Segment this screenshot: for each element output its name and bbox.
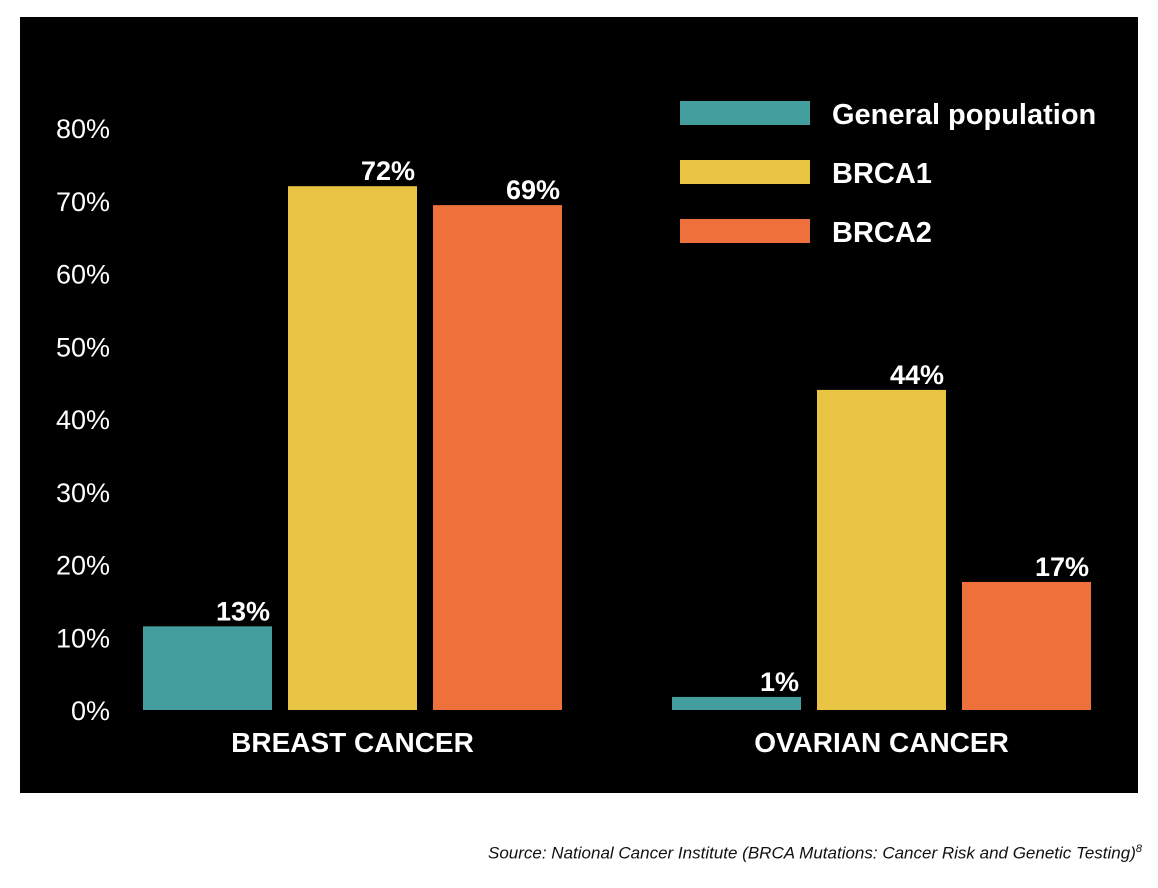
y-tick-label: 70%	[56, 187, 110, 217]
source-note: Source: National Cancer Institute (BRCA …	[488, 843, 1142, 864]
bar-brca1-1	[288, 186, 417, 710]
bar-general-population-2	[672, 696, 801, 710]
legend-swatch	[680, 101, 810, 125]
bar-brca1-2	[817, 389, 946, 710]
legend-label: General population	[832, 99, 1096, 131]
legend: General population BRCA1 BRCA2	[680, 99, 1096, 249]
data-label: 1%	[760, 667, 799, 697]
y-tick-label: 60%	[56, 260, 110, 290]
bar-general-population-1	[143, 626, 272, 710]
legend-swatch	[680, 219, 810, 243]
data-label: 72%	[361, 156, 415, 186]
bar-brca2-1	[433, 205, 562, 711]
category-label: OVARIAN CANCER	[754, 727, 1009, 758]
y-tick-label: 80%	[56, 114, 110, 144]
y-tick-label: 30%	[56, 478, 110, 508]
y-tick-label: 50%	[56, 332, 110, 362]
data-label: 17%	[1035, 552, 1089, 582]
legend-swatch	[680, 160, 810, 184]
category-labels-group: BREAST CANCER OVARIAN CANCER	[231, 727, 1009, 758]
y-axis: 0% 10% 20% 30% 40% 50% 60% 70% 80%	[56, 114, 110, 726]
y-tick-label: 20%	[56, 551, 110, 581]
bars-group	[143, 186, 1091, 711]
legend-label: BRCA1	[832, 158, 932, 190]
bar-brca2-2	[962, 581, 1091, 710]
bar-chart: 0% 10% 20% 30% 40% 50% 60% 70% 80% 13% 72% 69% 1% 44…	[56, 99, 1096, 758]
data-label: 44%	[890, 360, 944, 390]
category-label: BREAST CANCER	[231, 727, 474, 758]
data-labels-group: 13% 72% 69% 1% 44% 17%	[216, 156, 1089, 697]
legend-label: BRCA2	[832, 217, 932, 249]
y-tick-label: 0%	[71, 696, 110, 726]
y-tick-label: 10%	[56, 623, 110, 653]
source-footnote: 8	[1135, 843, 1142, 855]
source-text: Source: National Cancer Institute (BRCA …	[488, 843, 1136, 863]
chart-panel: 0% 10% 20% 30% 40% 50% 60% 70% 80% 13% 72% 69% 1% 44…	[20, 17, 1138, 793]
data-label: 13%	[216, 596, 270, 626]
y-tick-label: 40%	[56, 405, 110, 435]
data-label: 69%	[506, 175, 560, 205]
